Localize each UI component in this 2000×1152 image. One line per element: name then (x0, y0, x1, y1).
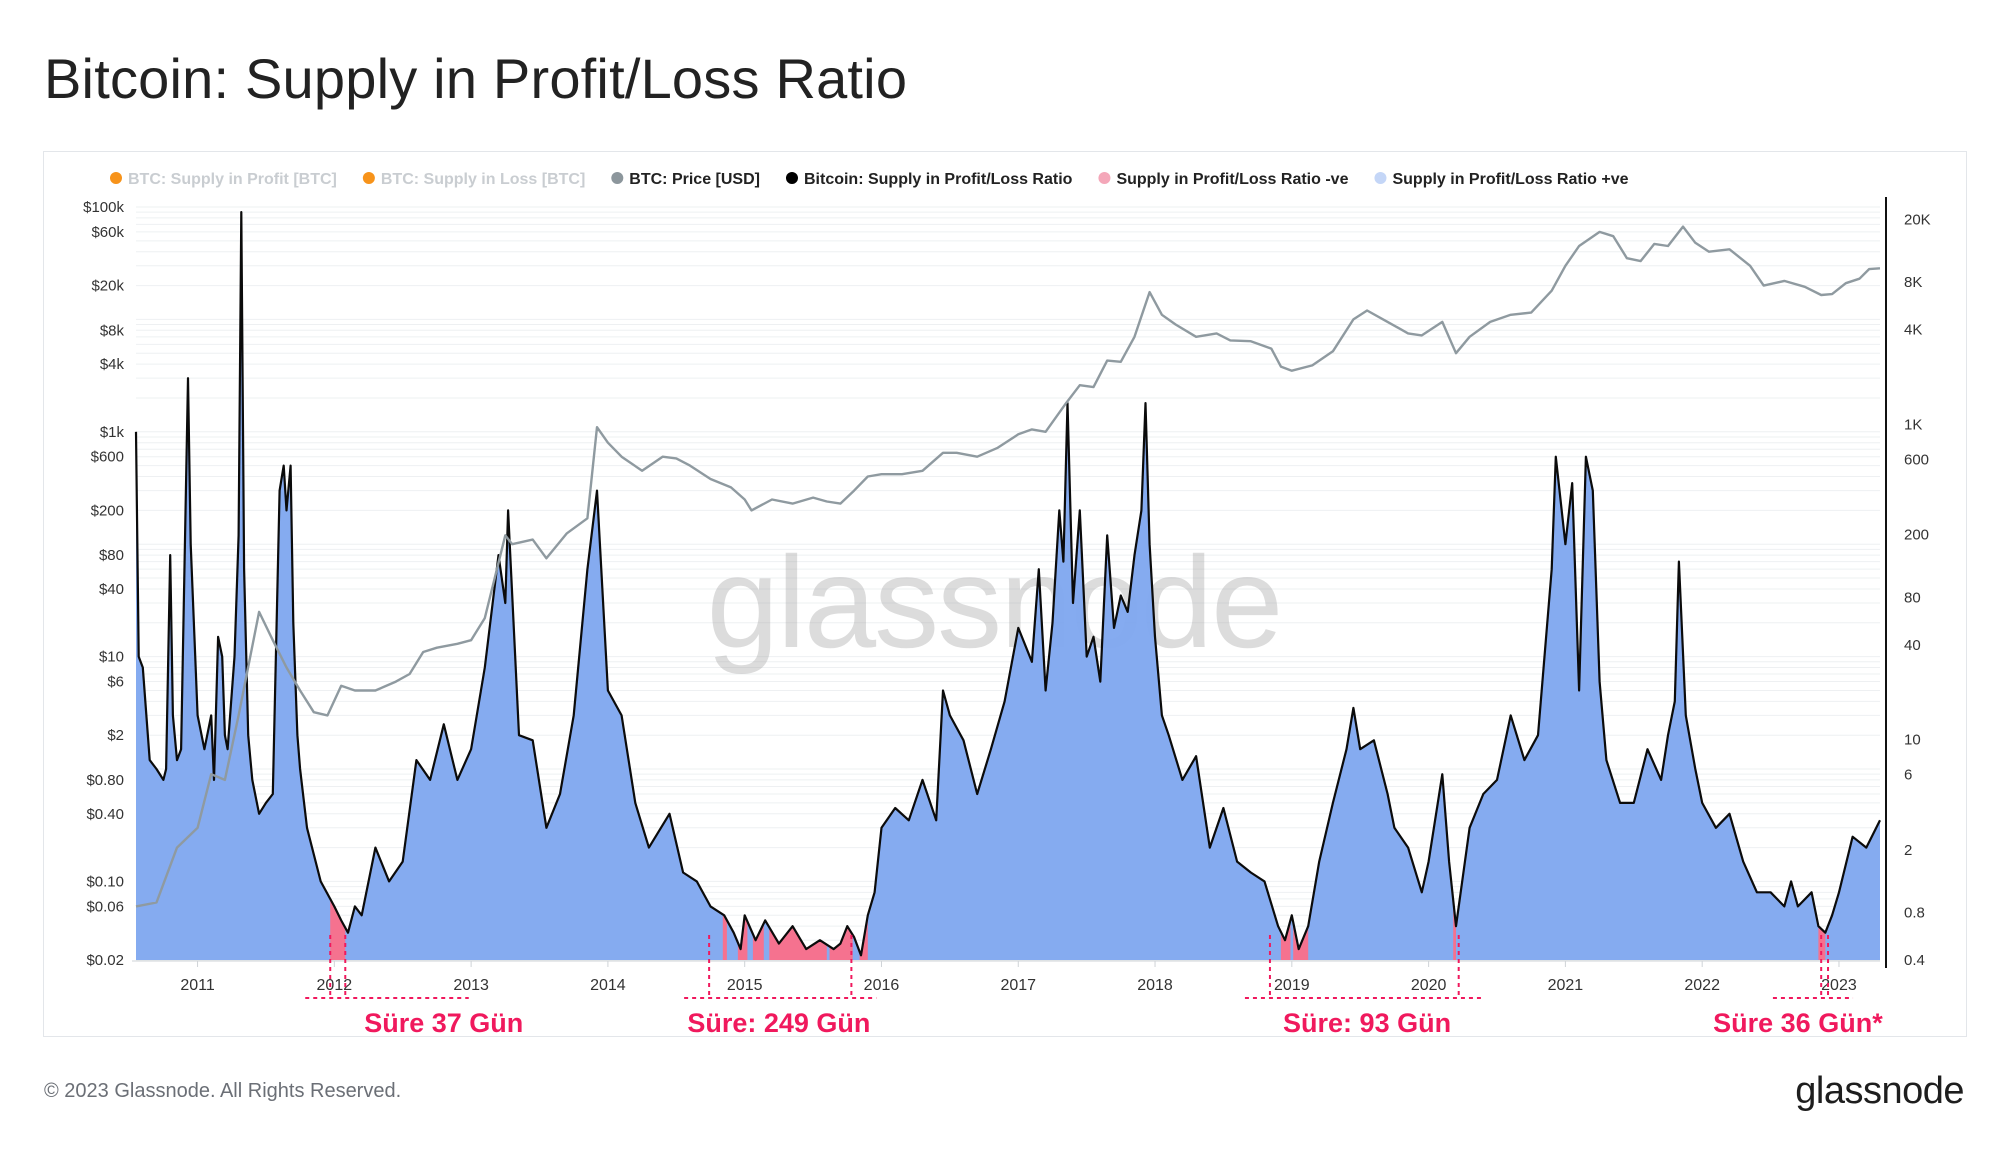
right-axis-tick-label: 80 (1904, 589, 1921, 606)
left-axis-tick-label: $60k (91, 224, 124, 241)
left-axis-tick-label: $8k (100, 322, 125, 339)
left-axis-tick-label: $6 (107, 674, 124, 691)
right-axis-tick-label: 10 (1904, 732, 1921, 749)
legend-marker (1374, 172, 1387, 184)
x-axis-tick-label: 2022 (1684, 977, 1720, 994)
page-title: Bitcoin: Supply in Profit/Loss Ratio (44, 47, 908, 110)
ratio-negative-areas (330, 898, 1826, 960)
legend-label: BTC: Supply in Profit [BTC] (128, 171, 337, 188)
legend-label: Supply in Profit/Loss Ratio -ve (1116, 171, 1348, 188)
legend-item: Supply in Profit/Loss Ratio +ve (1374, 171, 1629, 188)
footer-copyright: © 2023 Glassnode. All Rights Reserved. (44, 1080, 402, 1102)
annotation-label: Süre: 93 Gün (1283, 1008, 1451, 1036)
x-axis-tick-label: 2014 (590, 977, 626, 994)
left-axis-tick-label: $0.06 (86, 898, 124, 915)
duration-annotation: Süre: 93 Gün (1244, 935, 1484, 1036)
duration-annotation: Süre 37 Gün (305, 935, 523, 1036)
right-axis-tick-label: 4K (1904, 322, 1922, 339)
ratio-negative-period (330, 898, 346, 960)
left-axis-tick-label: $0.80 (86, 772, 124, 789)
legend-item: BTC: Supply in Loss [BTC] (362, 171, 585, 188)
left-axis-tick-label: $600 (91, 449, 124, 466)
ratio-positive-area (136, 212, 1880, 961)
left-axis-tick-label: $0.02 (86, 952, 124, 969)
supply-profit-loss-chart: $100k $60k $20k $8k $4k $1k $600 $200 $80 $40 $10 $… (83, 171, 1931, 1036)
ratio-negative-period (769, 927, 827, 960)
ratio-negative-period (859, 915, 868, 960)
left-axis-tick-label: $20k (91, 278, 124, 295)
left-axis-tick-label: $4k (100, 356, 125, 373)
x-axis-tick-label: 2013 (453, 977, 489, 994)
legend-item: Supply in Profit/Loss Ratio -ve (1098, 171, 1349, 188)
legend-label: BTC: Supply in Loss [BTC] (381, 171, 585, 188)
right-axis-tick-label: 8K (1904, 274, 1922, 291)
annotation-label: Süre 36 Gün* (1713, 1008, 1883, 1036)
duration-annotations: Süre 37 Gün Süre: 249 Gün Süre: 93 Gün Süre… (305, 935, 1883, 1036)
left-axis-tick-label: $200 (91, 502, 124, 519)
right-axis-tick-label: 0.8 (1904, 905, 1925, 922)
right-axis-tick-label: 200 (1904, 527, 1929, 544)
right-axis-tick-label: 40 (1904, 637, 1921, 654)
legend: BTC: Supply in Profit [BTC] BTC: Supply i… (110, 171, 1629, 188)
x-axis-tick-label: 2011 (180, 977, 215, 994)
footer-brand-logo: glassnode (1795, 1070, 1964, 1112)
watermark-text: glassnode (707, 529, 1282, 675)
right-axis: 20K 8K 4K 1K 600 200 80 40 10 6 2 0.8 0.4 (1885, 197, 1931, 969)
legend-marker (611, 172, 624, 184)
x-axis-tick-label: 2012 (317, 977, 353, 994)
left-axis-tick-label: $0.40 (86, 806, 124, 823)
right-axis-tick-label: 600 (1904, 451, 1929, 468)
x-axis-tick-label: 2017 (1000, 977, 1036, 994)
ratio-negative-period (752, 923, 764, 960)
legend-item: Bitcoin: Supply in Profit/Loss Ratio (785, 171, 1073, 188)
duration-annotation: Süre 36 Gün* (1713, 935, 1883, 1036)
legend-label: BTC: Price [USD] (629, 171, 760, 188)
chart-frame: $100k $60k $20k $8k $4k $1k $600 $200 $80 $40 $10 $… (43, 151, 1967, 1037)
duration-annotation: Süre: 249 Gün (684, 935, 877, 1036)
left-axis-tick-label: $0.10 (86, 873, 124, 890)
ratio-negative-period (1293, 922, 1309, 960)
legend-marker (785, 172, 798, 184)
right-axis-tick-label: 0.4 (1904, 952, 1925, 969)
left-axis-tick-label: $80 (99, 547, 124, 564)
legend-item: BTC: Price [USD] (611, 171, 760, 188)
legend-marker (1098, 172, 1111, 184)
x-axis: 2011 2012 2013 2014 2015 2016 2017 2018 2019 2020… (132, 960, 1880, 994)
x-axis-tick-label: 2021 (1548, 977, 1584, 994)
x-axis-tick-label: 2019 (1274, 977, 1310, 994)
legend-label: Bitcoin: Supply in Profit/Loss Ratio (804, 171, 1073, 188)
right-axis-tick-label: 1K (1904, 417, 1922, 434)
x-axis-tick-label: 2023 (1821, 977, 1857, 994)
right-axis-tick-label: 20K (1904, 211, 1931, 228)
legend-item: BTC: Supply in Profit [BTC] (110, 171, 337, 188)
x-axis-tick-label: 2020 (1411, 977, 1447, 994)
left-axis-tick-label: $2 (107, 727, 124, 744)
ratio-negative-period (722, 914, 727, 960)
left-axis-tick-label: $10 (99, 649, 124, 666)
right-axis-tick-label: 2 (1904, 842, 1912, 859)
legend-label: Supply in Profit/Loss Ratio +ve (1392, 171, 1628, 188)
annotation-label: Süre 37 Gün (364, 1008, 523, 1036)
left-axis-tick-label: $100k (83, 199, 124, 216)
annotation-label: Süre: 249 Gün (687, 1008, 870, 1036)
left-axis: $100k $60k $20k $8k $4k $1k $600 $200 $80 $40 $10 $… (83, 199, 124, 969)
left-axis-tick-label: $1k (100, 424, 125, 441)
x-axis-tick-label: 2016 (864, 977, 900, 994)
legend-marker (362, 172, 375, 184)
ratio-line (134, 211, 1881, 957)
left-axis-tick-label: $40 (99, 581, 124, 598)
x-axis-tick-label: 2018 (1137, 977, 1173, 994)
btc-price-line (135, 225, 1881, 908)
right-axis-tick-label: 6 (1904, 767, 1912, 784)
legend-marker (110, 172, 122, 184)
x-axis-tick-label: 2015 (727, 977, 763, 994)
